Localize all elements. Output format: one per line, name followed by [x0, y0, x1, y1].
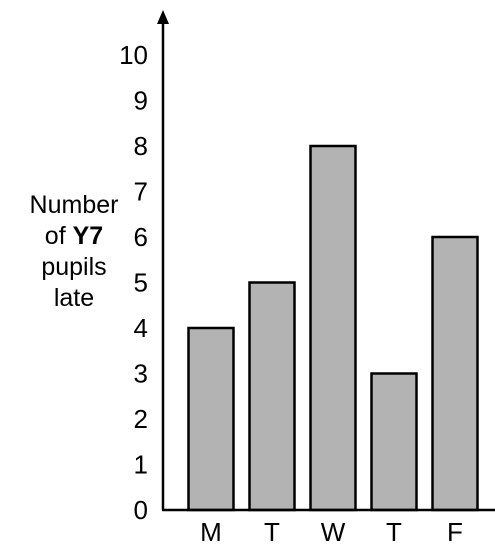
y-tick-label: 4: [134, 313, 148, 343]
y-axis-arrowhead: [157, 10, 169, 24]
y-axis-label-line2: of Y7: [0, 221, 148, 252]
y-tick-label: 7: [134, 177, 148, 207]
bar-1: [187, 326, 235, 512]
bar-5: [431, 235, 479, 512]
y-tick-label: 5: [134, 268, 148, 298]
x-category-label: T: [386, 517, 402, 546]
bar-2: [248, 281, 296, 512]
y-tick-label: 10: [119, 40, 148, 70]
bars-group: [187, 144, 479, 512]
y-axis-label-line1: Number: [29, 191, 119, 219]
y-axis-label-line2-bold: Y7: [72, 222, 104, 250]
y-tick-label: 8: [134, 131, 148, 161]
y-tick-label: 6: [134, 222, 148, 252]
y-axis-label: Number of Y7 pupils late: [0, 190, 148, 314]
y-axis-label-line4: late: [53, 284, 95, 312]
y-axis-label-line2-prefix: of: [44, 222, 73, 250]
y-tick-labels: 0 1 2 3 4 5 6 7 8 9 10: [119, 40, 148, 525]
y-tick-label: 9: [134, 86, 148, 116]
y-tick-label: 2: [134, 404, 148, 434]
y-tick-label: 3: [134, 359, 148, 389]
y-tick-label: 1: [134, 450, 148, 480]
bar-3: [309, 144, 357, 512]
y-tick-label: 0: [134, 495, 148, 525]
x-category-label: M: [200, 517, 222, 546]
x-category-label: F: [447, 517, 463, 546]
y-axis-label-line3: pupils: [41, 253, 107, 281]
bar-4: [370, 372, 418, 512]
x-category-label: W: [321, 517, 346, 546]
x-category-label: T: [264, 517, 280, 546]
